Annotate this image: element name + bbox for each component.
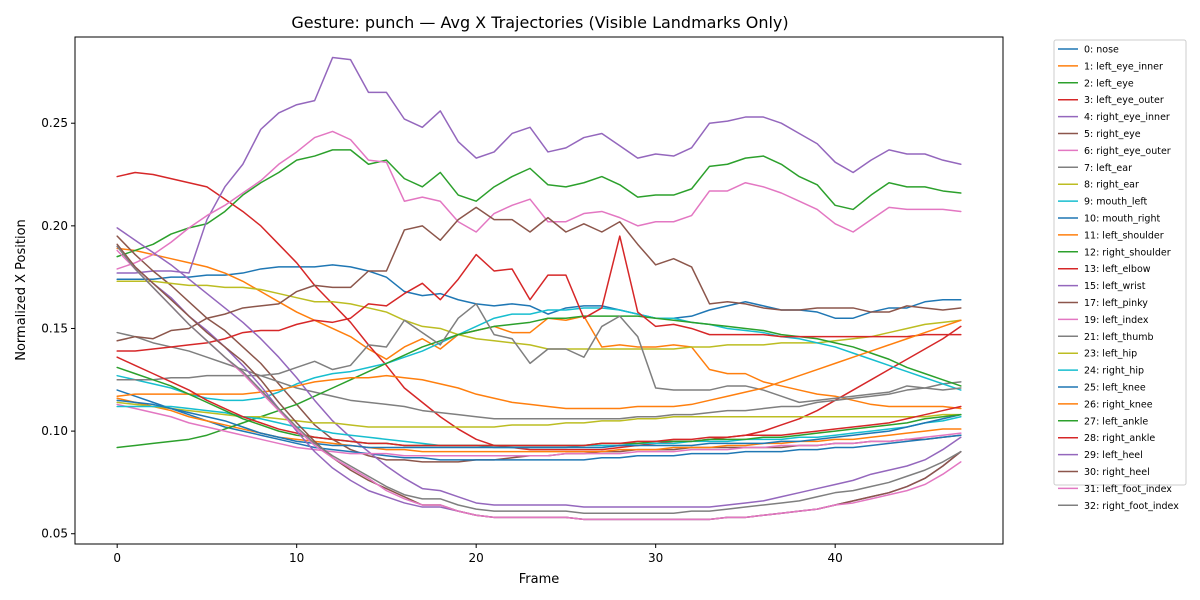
plot-frame	[74, 36, 1004, 545]
legend: 0: nose 1: left_eye_inner 2: left_eye 3: le…	[1053, 39, 1187, 512]
legend-label-22: 27: left_ankle	[1084, 416, 1148, 427]
legend-label-12: 12: right_shoulder	[1084, 247, 1171, 258]
series-line-16	[116, 403, 962, 457]
legend-label-9: 9: mouth_left	[1084, 197, 1148, 208]
series-line-15	[116, 206, 962, 342]
series-line-10	[116, 389, 962, 461]
series-line-27	[116, 245, 962, 514]
series-line-20	[116, 399, 962, 449]
series-line-3	[116, 171, 962, 451]
legend-label-26: 31: left_foot_index	[1084, 484, 1172, 495]
series-line-0	[116, 264, 962, 319]
legend-label-8: 8: right_ear	[1084, 180, 1139, 191]
series-line-7	[116, 331, 962, 420]
y-tick-label-1: 0.10	[41, 424, 68, 438]
x-tick-label-3: 30	[648, 551, 663, 565]
legend-label-3: 3: left_eye_outer	[1084, 95, 1164, 106]
legend-label-10: 10: mouth_right	[1084, 214, 1160, 225]
legend-label-17: 21: left_thumb	[1084, 332, 1154, 343]
legend-label-15: 17: left_pinky	[1084, 298, 1148, 309]
series-line-21	[116, 319, 962, 410]
series-line-4	[116, 56, 962, 274]
series-line-13	[116, 235, 962, 352]
plot-area	[74, 36, 1004, 545]
x-tick-label-2: 20	[469, 551, 484, 565]
series-line-6	[116, 130, 962, 270]
y-tick-label-2: 0.15	[41, 321, 68, 335]
legend-label-14: 15: left_wrist	[1084, 281, 1146, 292]
series-line-8	[116, 280, 962, 350]
chart-title: Gesture: punch — Avg X Trajectories (Vis…	[291, 13, 788, 32]
x-tick-label-4: 40	[828, 551, 843, 565]
y-axis: 0.05 0.10 0.15 0.20 0.25	[41, 116, 75, 541]
legend-label-20: 25: left_knee	[1084, 383, 1146, 394]
legend-label-2: 2: left_eye	[1084, 78, 1134, 89]
y-tick-label-3: 0.20	[41, 219, 68, 233]
x-tick-label-0: 0	[113, 551, 121, 565]
legend-label-19: 24: right_hip	[1084, 366, 1144, 377]
series-line-26	[116, 249, 962, 521]
legend-label-0: 0: nose	[1084, 45, 1119, 56]
legend-label-7: 7: left_ear	[1084, 163, 1132, 174]
x-axis: 0 10 20 30 40	[113, 544, 843, 565]
y-tick-label-4: 0.25	[41, 116, 68, 130]
series-line-9	[116, 307, 962, 402]
series-line-23	[116, 356, 962, 447]
y-tick-label-0: 0.05	[41, 527, 68, 541]
series-line-2	[116, 149, 962, 258]
x-tick-label-1: 10	[289, 551, 304, 565]
legend-label-4: 4: right_eye_inner	[1084, 112, 1170, 123]
legend-label-23: 28: right_ankle	[1084, 433, 1155, 444]
legend-label-16: 19: left_index	[1084, 315, 1149, 326]
y-axis-label: Normalized X Position	[14, 219, 29, 361]
series-layer	[116, 56, 962, 521]
legend-frame	[1053, 39, 1187, 486]
series-line-18	[116, 401, 962, 428]
legend-label-5: 5: right_eye	[1084, 129, 1141, 140]
legend-label-21: 26: right_knee	[1084, 399, 1153, 410]
series-line-14	[116, 227, 962, 508]
x-axis-label: Frame	[519, 572, 560, 587]
legend-label-11: 11: left_shoulder	[1084, 230, 1164, 241]
legend-label-25: 30: right_heel	[1084, 467, 1150, 478]
legend-label-6: 6: right_eye_outer	[1084, 146, 1171, 157]
legend-label-13: 13: left_elbow	[1084, 264, 1151, 275]
legend-label-1: 1: left_eye_inner	[1084, 61, 1163, 72]
legend-label-18: 23: left_hip	[1084, 349, 1137, 360]
legend-label-24: 29: left_heel	[1084, 450, 1143, 461]
legend-label-27: 32: right_foot_index	[1084, 501, 1179, 512]
